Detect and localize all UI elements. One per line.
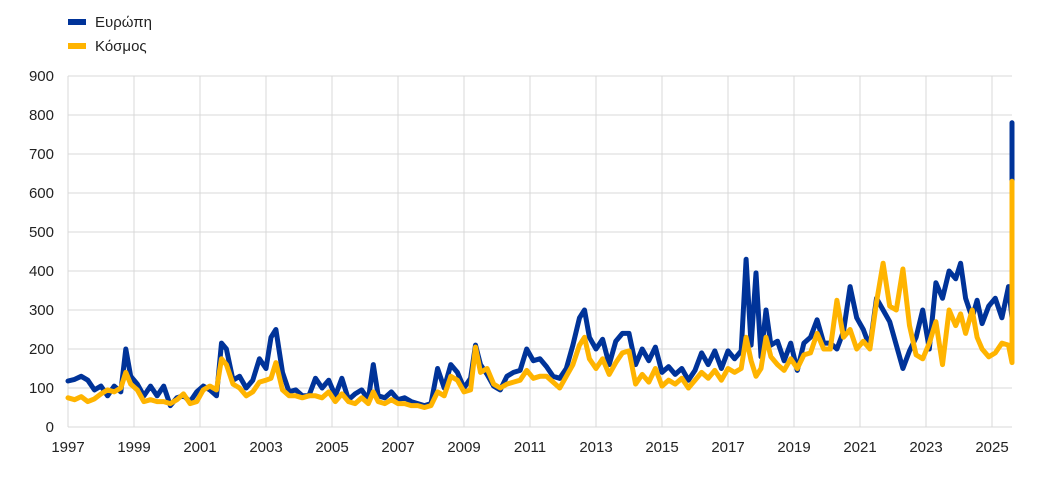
series-lines	[65, 120, 1015, 410]
legend-swatch-europe	[68, 19, 86, 25]
legend-swatch-world	[68, 43, 86, 49]
x-tick-label: 2013	[579, 439, 612, 456]
y-tick-label: 700	[29, 146, 54, 163]
x-tick-label: 1999	[117, 439, 150, 456]
x-tick-label: 2023	[909, 439, 942, 456]
x-tick-label: 2019	[777, 439, 810, 456]
x-tick-label: 2003	[249, 439, 282, 456]
legend: Ευρώπη Κόσμος	[68, 10, 152, 58]
y-tick-label: 100	[29, 380, 54, 397]
y-tick-label: 800	[29, 107, 54, 124]
legend-item-world: Κόσμος	[68, 34, 152, 58]
x-tick-label: 2007	[381, 439, 414, 456]
series-line-world	[65, 178, 1015, 410]
x-tick-label: 2001	[183, 439, 216, 456]
y-tick-label: 900	[29, 68, 54, 85]
series-line-europe	[65, 120, 1015, 409]
x-tick-label: 2025	[975, 439, 1008, 456]
y-axis-tick-labels: 0 100 200 300 400 500 600 700 800 900	[29, 68, 54, 436]
x-tick-label: 2021	[843, 439, 876, 456]
y-tick-label: 400	[29, 263, 54, 280]
y-tick-label: 0	[46, 419, 54, 436]
x-tick-label: 2015	[645, 439, 678, 456]
y-tick-label: 500	[29, 224, 54, 241]
y-tick-label: 300	[29, 302, 54, 319]
x-tick-label: 2005	[315, 439, 348, 456]
legend-label-europe: Ευρώπη	[95, 13, 152, 31]
x-tick-label: 2017	[711, 439, 744, 456]
x-axis-tick-labels: 1997 1999 2001 2003 2005 2007 2009 2011 2013 2015…	[51, 439, 1008, 456]
y-tick-label: 600	[29, 185, 54, 202]
legend-label-world: Κόσμος	[95, 37, 147, 55]
x-tick-label: 1997	[51, 439, 84, 456]
x-tick-label: 2011	[514, 439, 546, 456]
legend-item-europe: Ευρώπη	[68, 10, 152, 34]
y-tick-label: 200	[29, 341, 54, 358]
x-tick-label: 2009	[447, 439, 480, 456]
